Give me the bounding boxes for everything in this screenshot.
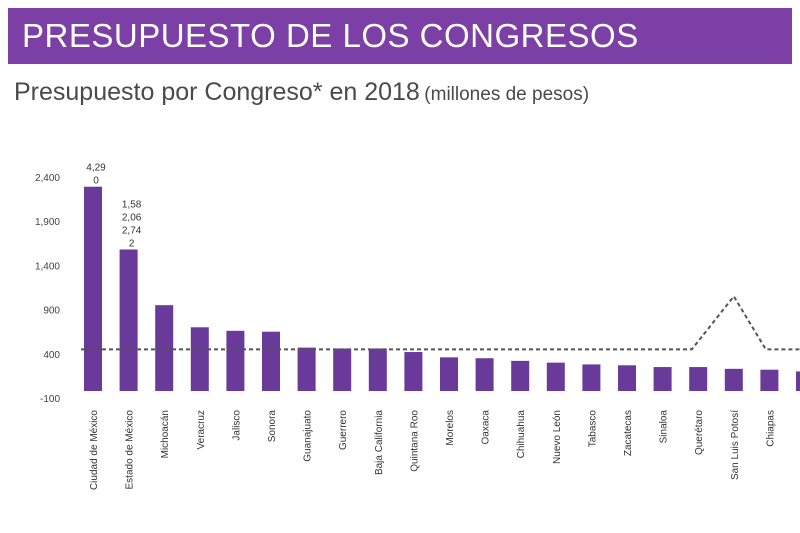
bar-value-label: 2,06: [122, 212, 142, 223]
reference-line: [81, 294, 800, 351]
x-category-label: Chihuahua: [516, 410, 527, 459]
x-category-label: Oaxaca: [481, 410, 492, 445]
bar-value-label: 1,58: [122, 199, 142, 210]
bar: [84, 186, 102, 391]
bar-value-label: 0: [93, 176, 99, 187]
bar: [262, 331, 280, 391]
bar: [760, 369, 779, 391]
y-tick-label: 1,400: [35, 261, 60, 272]
x-category-label: Querétaro: [694, 410, 705, 455]
bar-value-label: 2,74: [122, 225, 142, 236]
bar: [297, 347, 316, 391]
header-banner: PRESUPUESTO DE LOS CONGRESOS: [8, 8, 792, 64]
bar: [546, 362, 565, 391]
x-category-label: Zacatecas: [623, 410, 634, 456]
x-category-label: Guerrero: [338, 410, 349, 450]
bar: [724, 368, 743, 391]
x-category-label: Jalisco: [231, 410, 242, 441]
bar: [653, 367, 672, 391]
x-category-label: Sinaloa: [659, 410, 670, 444]
y-tick-label: -100: [40, 394, 60, 405]
bar: [796, 371, 800, 391]
bar: [582, 364, 601, 391]
bar-value-label: 2: [129, 238, 135, 249]
chart-title: Presupuesto por Congreso* en 2018: [14, 78, 420, 106]
bar: [226, 330, 245, 391]
x-category-label: Morelos: [445, 410, 456, 446]
bar: [440, 357, 458, 391]
x-category-label: Ciudad de México: [89, 410, 100, 490]
bar: [404, 352, 423, 391]
page-title: PRESUPUESTO DE LOS CONGRESOS: [22, 17, 639, 54]
y-tick-label: 1,900: [35, 217, 60, 228]
y-tick-label: 400: [43, 350, 60, 361]
bar-value-label: 4,29: [86, 163, 106, 174]
chart-subtitle: Presupuesto por Congreso* en 2018 (millo…: [14, 78, 589, 107]
x-category-label: Chiapas: [765, 410, 776, 447]
x-category-label: Estado de México: [125, 410, 136, 490]
x-category-label: Baja California: [374, 410, 385, 475]
x-category-label: Guanajuato: [303, 410, 314, 462]
x-category-label: Sonora: [267, 410, 278, 443]
bar: [333, 348, 352, 391]
x-category-label: Quintana Roo: [409, 410, 420, 472]
x-category-label: Veracruz: [196, 410, 207, 449]
x-category-label: San Luis Potosí: [730, 410, 741, 480]
bar: [119, 249, 138, 391]
bar: [155, 305, 174, 391]
x-category-label: Tabasco: [587, 410, 598, 448]
chart-unit: (millones de pesos): [424, 84, 590, 105]
bar: [618, 365, 636, 391]
bar: [475, 358, 494, 391]
bar: [190, 327, 209, 391]
x-category-label: Michoacán: [160, 410, 171, 458]
bar: [689, 367, 708, 391]
x-category-label: Nuevo León: [552, 410, 563, 464]
y-tick-label: 2,400: [35, 173, 60, 184]
bar: [511, 360, 530, 391]
bar: [368, 348, 387, 391]
y-tick-label: 900: [43, 306, 60, 317]
